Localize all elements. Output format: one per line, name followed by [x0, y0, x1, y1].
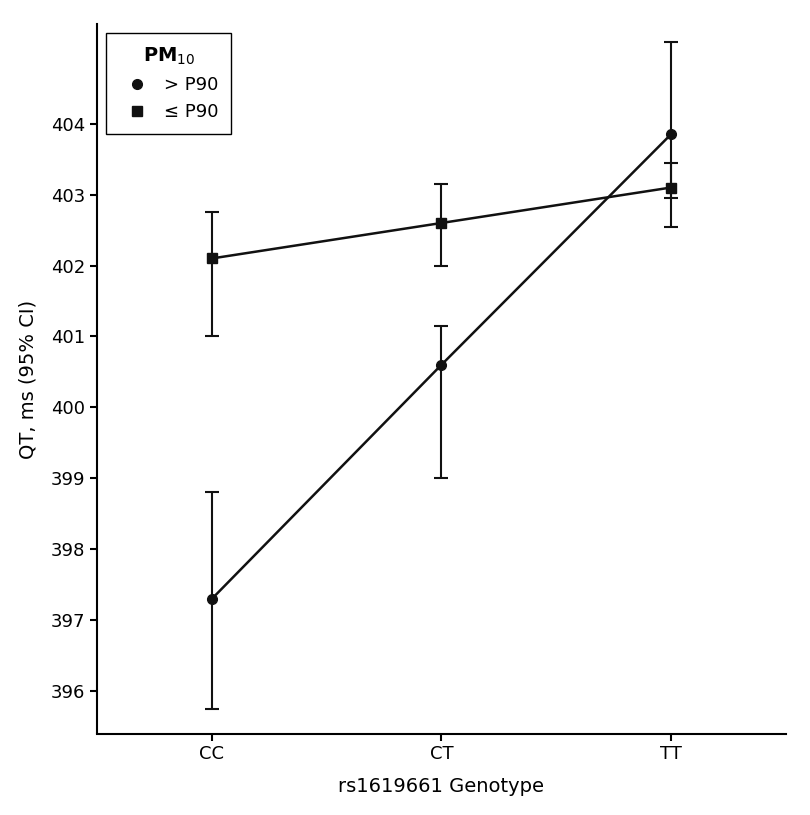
Legend: > P90, ≤ P90: > P90, ≤ P90	[106, 33, 231, 134]
X-axis label: rs1619661 Genotype: rs1619661 Genotype	[339, 778, 544, 796]
Y-axis label: QT, ms (95% CI): QT, ms (95% CI)	[18, 299, 37, 459]
